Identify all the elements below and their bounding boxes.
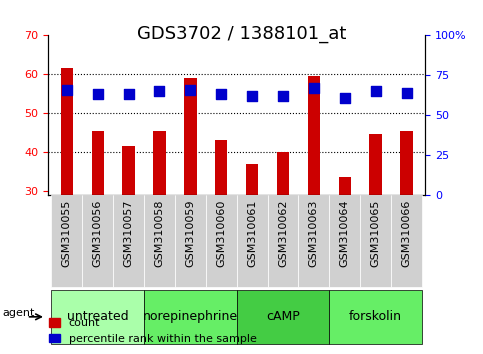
Text: GSM310060: GSM310060 (216, 199, 226, 267)
FancyBboxPatch shape (144, 290, 237, 344)
Text: GSM310061: GSM310061 (247, 199, 257, 267)
Text: forskolin: forskolin (349, 310, 402, 323)
Text: GSM310059: GSM310059 (185, 199, 195, 267)
FancyBboxPatch shape (268, 195, 298, 287)
Text: GSM310065: GSM310065 (370, 199, 381, 267)
Text: agent: agent (2, 308, 35, 318)
FancyBboxPatch shape (329, 290, 422, 344)
Bar (308, 76, 320, 195)
FancyBboxPatch shape (360, 195, 391, 287)
FancyBboxPatch shape (237, 195, 268, 287)
Point (63, 87, 71, 92)
Point (279, 93, 287, 99)
Text: GSM310066: GSM310066 (401, 199, 412, 267)
FancyBboxPatch shape (206, 195, 237, 287)
Text: GDS3702 / 1388101_at: GDS3702 / 1388101_at (137, 25, 346, 43)
Point (403, 90, 411, 96)
FancyBboxPatch shape (237, 290, 329, 344)
Point (125, 92, 132, 97)
Point (248, 93, 256, 99)
Text: GSM310057: GSM310057 (124, 199, 134, 267)
Legend: count, percentile rank within the sample: count, percentile rank within the sample (44, 314, 261, 348)
FancyBboxPatch shape (391, 195, 422, 287)
Bar (400, 131, 412, 195)
Bar (122, 146, 135, 195)
Text: GSM310062: GSM310062 (278, 199, 288, 267)
FancyBboxPatch shape (298, 195, 329, 287)
Point (186, 87, 194, 92)
FancyBboxPatch shape (51, 290, 144, 344)
Bar (369, 135, 382, 195)
Bar (277, 152, 289, 195)
Bar (92, 131, 104, 195)
Text: GSM310063: GSM310063 (309, 199, 319, 267)
FancyBboxPatch shape (329, 195, 360, 287)
Bar (61, 68, 73, 195)
Point (310, 85, 318, 91)
FancyBboxPatch shape (82, 195, 113, 287)
Point (156, 88, 163, 94)
Bar (184, 78, 197, 195)
Text: GSM310064: GSM310064 (340, 199, 350, 267)
Bar (339, 177, 351, 195)
Text: cAMP: cAMP (266, 310, 300, 323)
Point (217, 92, 225, 97)
Bar (215, 140, 227, 195)
FancyBboxPatch shape (113, 195, 144, 287)
FancyBboxPatch shape (144, 195, 175, 287)
Text: untreated: untreated (67, 310, 128, 323)
Text: GSM310056: GSM310056 (93, 199, 103, 267)
FancyBboxPatch shape (51, 195, 82, 287)
Text: norepinephrine: norepinephrine (143, 310, 238, 323)
Point (341, 95, 349, 101)
Point (372, 88, 380, 94)
Text: GSM310058: GSM310058 (155, 199, 165, 267)
Bar (153, 131, 166, 195)
FancyBboxPatch shape (175, 195, 206, 287)
Point (94, 92, 101, 97)
Bar (246, 164, 258, 195)
Text: GSM310055: GSM310055 (62, 199, 72, 267)
